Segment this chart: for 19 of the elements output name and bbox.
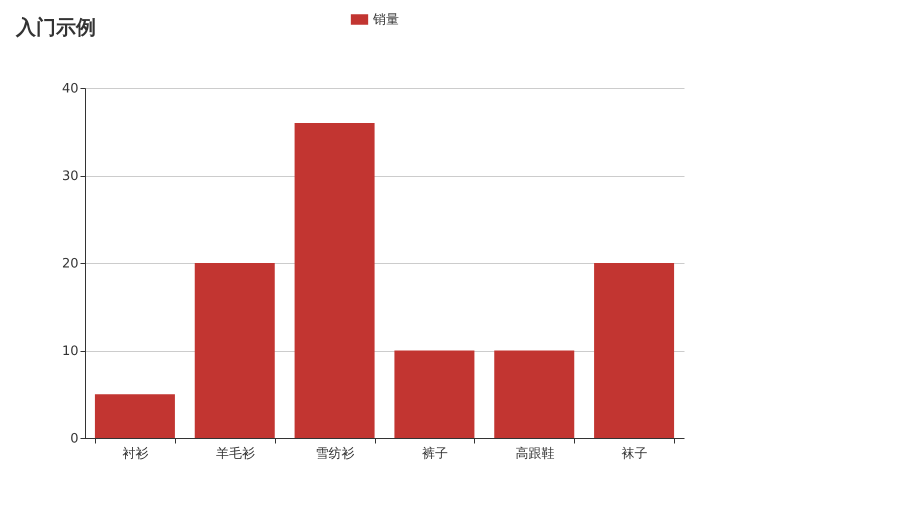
bar	[294, 123, 375, 438]
x-tick-label: 袜子	[622, 446, 648, 462]
x-tick-label: 高跟鞋	[515, 446, 554, 462]
y-tick-label: 40	[62, 82, 78, 96]
x-tick-label: 裤子	[422, 446, 448, 462]
y-tick-label: 20	[62, 256, 78, 272]
bar	[394, 350, 474, 438]
legend-label: 销量	[372, 12, 399, 28]
x-tick-label: 羊毛衫	[216, 446, 255, 462]
bar	[494, 350, 574, 438]
y-tick-label: 10	[62, 344, 78, 359]
y-tick-label: 0	[70, 432, 78, 446]
x-tick-label: 雪纺衫	[316, 446, 355, 462]
bar	[594, 263, 674, 438]
bar	[94, 394, 175, 438]
y-tick-label: 30	[62, 169, 78, 184]
chart-title: 入门示例	[15, 15, 96, 39]
bar	[194, 263, 275, 438]
x-tick-label: 衬衫	[122, 446, 148, 462]
